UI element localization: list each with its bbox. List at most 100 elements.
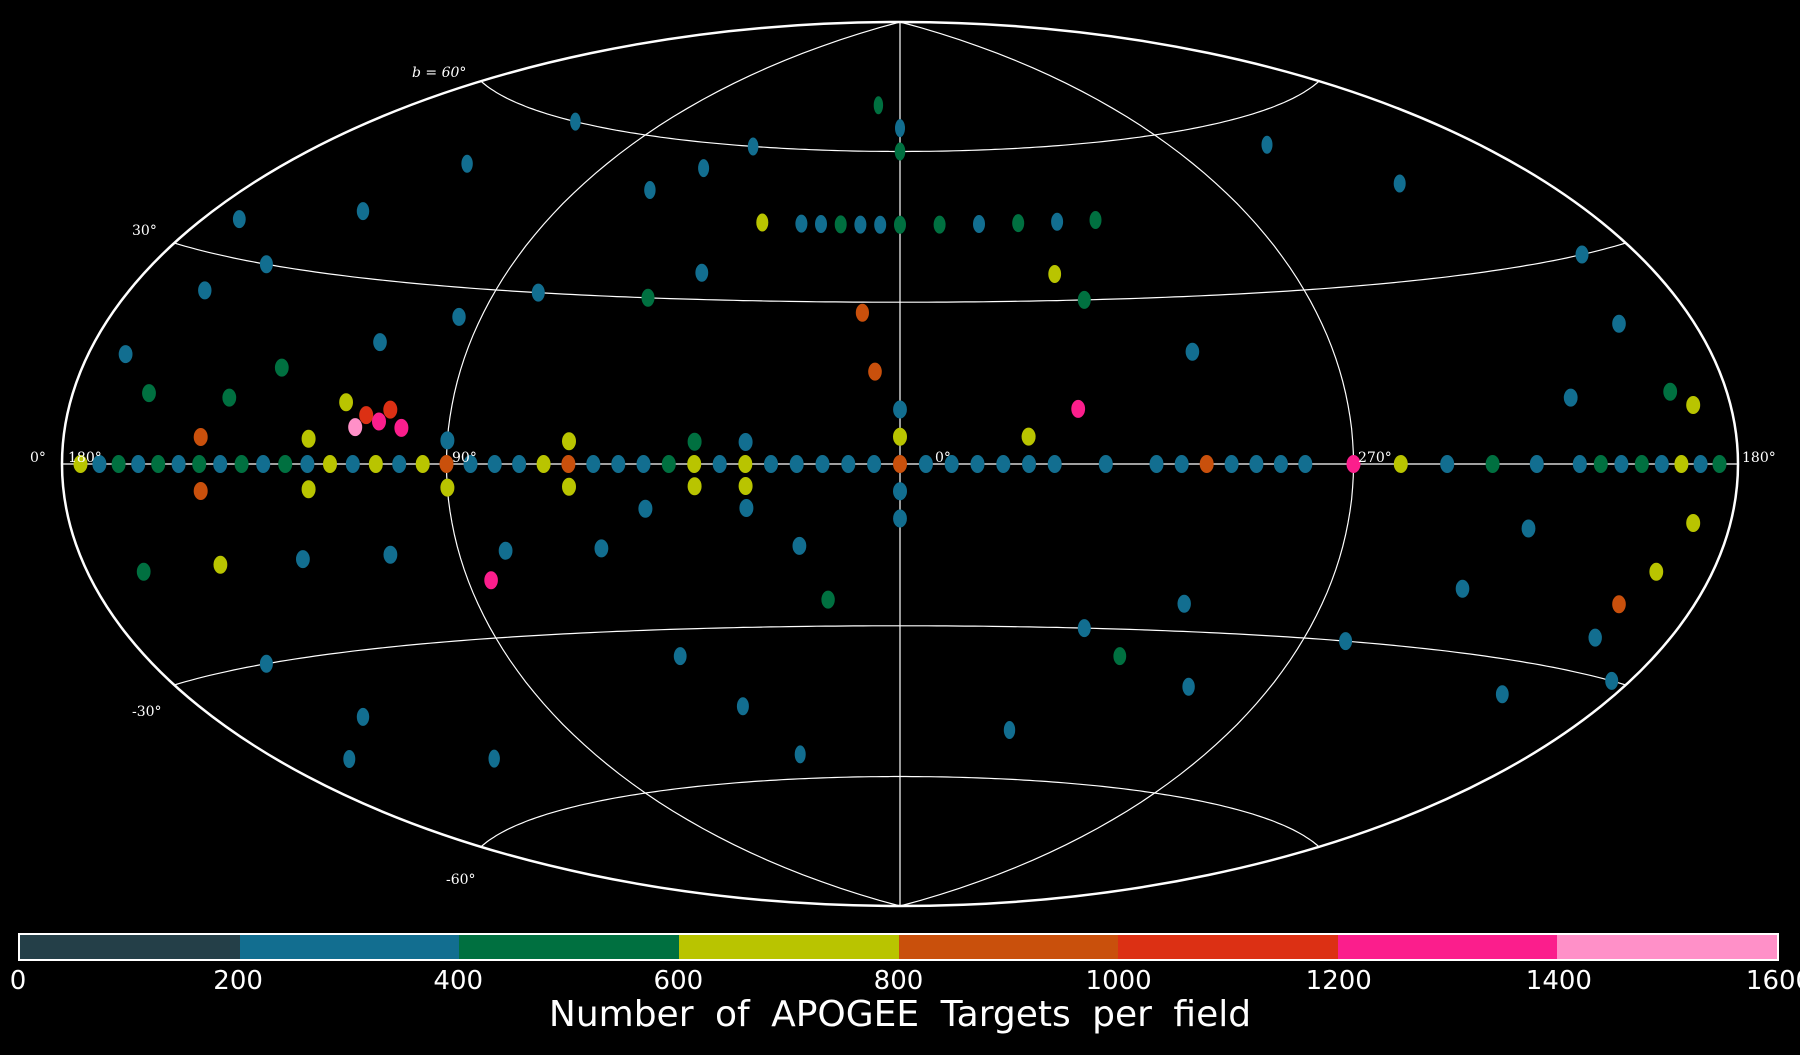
field-marker — [586, 455, 601, 473]
colorbar-tick-label: 1200 — [1305, 966, 1372, 996]
colorbar-ticks: 0 200 400 600 800 1000 1200 1400 1600 — [10, 966, 1800, 1000]
field-marker — [300, 455, 315, 473]
field-marker — [562, 477, 576, 496]
field-marker — [933, 215, 946, 234]
sky-map: 0° 180° 90° 0° 270° 180° b = 60° 30° -30… — [30, 20, 1776, 908]
field-marker — [171, 455, 186, 473]
field-marker — [373, 333, 387, 352]
lon-label-90: 90° — [452, 450, 477, 466]
field-marker — [641, 288, 655, 307]
field-marker — [323, 455, 337, 473]
lon-label-left-180: 180° — [68, 450, 102, 466]
field-marker — [867, 455, 882, 473]
field-marker — [562, 432, 576, 451]
field-marker — [868, 362, 882, 381]
field-marker — [739, 499, 754, 517]
field-marker — [821, 590, 835, 609]
colorbar-tick-label: 400 — [433, 966, 484, 996]
field-marker — [461, 154, 473, 173]
field-marker — [893, 400, 907, 419]
colorbar-tick-label: 0 — [9, 966, 27, 996]
field-marker — [498, 541, 513, 560]
field-marker — [1634, 455, 1649, 473]
field-marker — [1663, 382, 1678, 401]
field-marker — [1572, 455, 1587, 473]
field-marker — [895, 119, 905, 138]
field-marker — [893, 482, 907, 501]
field-marker — [463, 455, 478, 473]
field-marker — [1021, 427, 1036, 446]
field-marker — [488, 749, 500, 768]
field-marker — [661, 455, 676, 473]
field-marker — [131, 455, 146, 473]
field-marker — [756, 213, 769, 232]
field-marker — [1455, 579, 1470, 598]
field-marker — [151, 455, 166, 473]
field-marker — [1485, 455, 1500, 473]
field-marker — [1393, 174, 1406, 193]
field-marker — [698, 159, 710, 178]
field-marker — [815, 215, 827, 233]
field-marker — [738, 455, 753, 473]
field-marker — [687, 455, 702, 473]
field-marker — [747, 137, 759, 156]
field-marker — [794, 745, 806, 764]
field-marker — [1298, 455, 1313, 473]
field-marker — [736, 697, 749, 716]
lon-label-left-0: 0° — [30, 450, 46, 466]
field-marker — [536, 455, 551, 473]
field-marker — [356, 707, 370, 726]
field-marker — [1174, 455, 1189, 473]
field-marker — [944, 455, 959, 473]
field-marker — [256, 455, 271, 473]
colorbar-tick-label: 1000 — [1085, 966, 1152, 996]
field-marker — [893, 427, 907, 446]
field-marker — [1182, 677, 1195, 696]
field-marker — [1261, 135, 1273, 154]
colorbar-tick-label: 1400 — [1525, 966, 1592, 996]
field-marker — [795, 214, 808, 233]
field-marker — [1393, 455, 1408, 473]
field-marker — [1521, 519, 1536, 538]
field-marker — [673, 647, 687, 666]
field-marker — [893, 509, 907, 528]
field-marker — [1614, 455, 1629, 473]
field-marker — [570, 112, 581, 131]
field-marker — [439, 455, 454, 473]
field-marker — [1113, 647, 1127, 666]
colorbar-bin-2 — [459, 935, 679, 959]
field-marker — [368, 455, 383, 473]
field-marker — [343, 750, 356, 768]
field-marker — [996, 455, 1011, 473]
field-marker — [1177, 594, 1191, 613]
field-marker — [1612, 595, 1626, 614]
field-marker — [192, 455, 207, 473]
colorbar-tick-label: 600 — [653, 966, 704, 996]
field-marker — [383, 545, 398, 564]
field-marker — [345, 455, 360, 473]
field-marker — [1529, 455, 1544, 473]
field-marker — [415, 455, 430, 473]
lon-label-right-180: 180° — [1742, 450, 1776, 466]
field-marker — [1199, 455, 1214, 473]
field-marker — [1051, 212, 1064, 231]
colorbar-bin-5 — [1118, 935, 1338, 959]
field-marker — [193, 428, 208, 446]
field-marker — [1012, 214, 1025, 233]
field-marker — [487, 455, 502, 473]
field-marker — [1649, 562, 1664, 581]
field-marker — [1249, 455, 1264, 473]
lon-label-0: 0° — [935, 450, 951, 466]
field-marker — [789, 455, 804, 473]
field-marker — [296, 550, 310, 569]
field-marker — [1077, 619, 1091, 638]
field-marker — [392, 455, 407, 473]
field-marker — [1089, 211, 1102, 229]
field-marker — [1575, 245, 1589, 264]
field-marker — [259, 654, 273, 673]
field-marker — [440, 478, 455, 497]
field-marker — [1346, 455, 1361, 473]
field-marker — [855, 303, 870, 322]
field-marker — [1149, 455, 1164, 473]
field-marker — [1693, 455, 1708, 473]
